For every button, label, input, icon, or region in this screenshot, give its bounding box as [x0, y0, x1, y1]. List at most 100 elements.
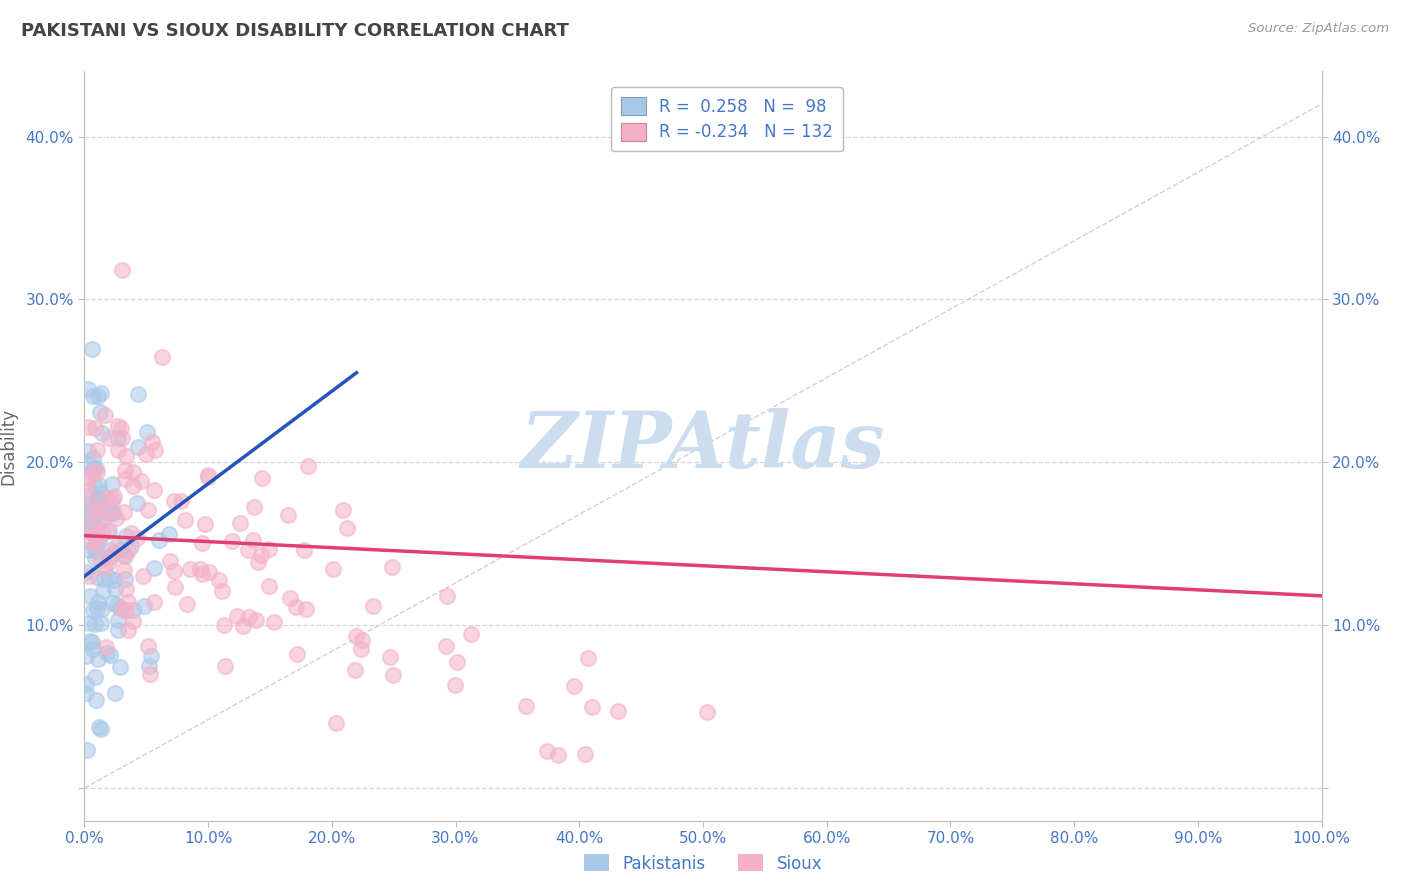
Point	[117, 543, 139, 558]
Point	[76, 492, 98, 507]
Point	[82, 503, 104, 517]
Point	[257, 542, 280, 557]
Point	[110, 543, 132, 558]
Point	[285, 599, 308, 614]
Point	[350, 641, 373, 656]
Point	[242, 533, 264, 547]
Point	[77, 615, 100, 630]
Point	[574, 747, 596, 761]
Point	[100, 494, 122, 508]
Point	[121, 479, 143, 493]
Point	[197, 469, 219, 483]
Point	[111, 602, 134, 616]
Point	[547, 748, 569, 763]
Point	[80, 635, 103, 649]
Point	[238, 543, 260, 558]
Point	[198, 565, 221, 579]
Point	[83, 464, 105, 478]
Point	[75, 496, 97, 510]
Text: ZIPAtlas: ZIPAtlas	[520, 408, 886, 484]
Point	[112, 505, 135, 519]
Point	[111, 263, 134, 277]
Point	[104, 582, 127, 596]
Point	[90, 425, 112, 440]
Point	[82, 389, 104, 403]
Point	[115, 529, 138, 543]
Point	[165, 580, 187, 594]
Point	[86, 532, 108, 546]
Point	[107, 443, 129, 458]
Point	[103, 686, 125, 700]
Point	[93, 572, 115, 586]
Point	[84, 530, 107, 544]
Point	[86, 443, 108, 458]
Point	[111, 430, 134, 444]
Point	[157, 527, 180, 541]
Point	[285, 647, 308, 661]
Point	[101, 505, 124, 519]
Point	[79, 457, 101, 471]
Point	[83, 421, 105, 435]
Point	[188, 562, 211, 576]
Point	[112, 562, 135, 576]
Point	[562, 680, 585, 694]
Point	[142, 560, 165, 574]
Point	[127, 440, 149, 454]
Point	[83, 479, 105, 493]
Point	[150, 350, 173, 364]
Legend: Pakistanis, Sioux: Pakistanis, Sioux	[576, 847, 830, 880]
Point	[246, 555, 269, 569]
Point	[259, 579, 281, 593]
Point	[90, 615, 112, 630]
Point	[131, 474, 153, 488]
Point	[101, 547, 124, 561]
Point	[194, 517, 217, 532]
Point	[139, 667, 162, 681]
Point	[77, 475, 100, 490]
Point	[108, 660, 131, 674]
Point	[89, 478, 111, 492]
Point	[90, 722, 112, 736]
Point	[77, 518, 100, 533]
Point	[114, 472, 136, 486]
Point	[98, 570, 121, 584]
Point	[176, 597, 198, 611]
Point	[87, 491, 110, 505]
Point	[103, 573, 125, 587]
Point	[86, 465, 108, 479]
Point	[581, 700, 603, 714]
Point	[87, 522, 110, 536]
Point	[336, 520, 359, 534]
Point	[225, 609, 247, 624]
Point	[110, 541, 132, 556]
Point	[120, 526, 142, 541]
Point	[607, 704, 630, 718]
Point	[139, 648, 162, 663]
Point	[87, 497, 110, 511]
Point	[87, 533, 110, 547]
Point	[229, 516, 252, 530]
Point	[75, 686, 97, 700]
Point	[381, 668, 404, 682]
Point	[82, 451, 104, 466]
Point	[163, 493, 186, 508]
Point	[98, 524, 121, 539]
Point	[135, 447, 157, 461]
Point	[84, 693, 107, 707]
Point	[159, 554, 181, 568]
Point	[173, 513, 195, 527]
Point	[94, 491, 117, 505]
Point	[89, 485, 111, 500]
Point	[212, 617, 235, 632]
Point	[94, 508, 117, 523]
Point	[245, 614, 267, 628]
Point	[83, 529, 105, 543]
Point	[238, 609, 260, 624]
Point	[343, 664, 366, 678]
Point	[460, 627, 482, 641]
Point	[214, 659, 236, 673]
Point	[278, 591, 301, 606]
Point	[79, 534, 101, 549]
Point	[105, 599, 128, 613]
Point	[75, 677, 97, 691]
